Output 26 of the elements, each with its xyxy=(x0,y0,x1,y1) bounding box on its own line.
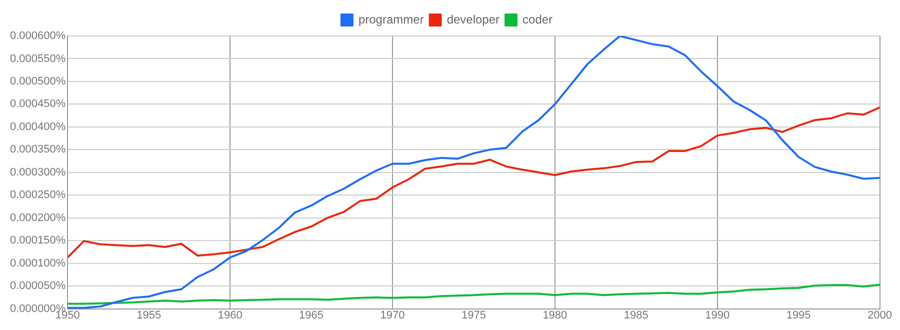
legend-label: developer xyxy=(446,12,500,26)
x-tick-label: 1985 xyxy=(624,309,648,322)
y-tick-label: 0.000250% xyxy=(10,189,66,202)
y-tick-label: 0.000100% xyxy=(10,257,66,270)
x-tick-label: 1970 xyxy=(380,309,405,322)
y-tick-label: 0.000300% xyxy=(10,166,66,178)
x-tick-label: 2000 xyxy=(868,309,892,322)
x-tick-label: 1990 xyxy=(705,309,730,322)
y-tick-label: 0.000550% xyxy=(10,52,66,65)
y-tick-label: 0.000600% xyxy=(10,30,66,42)
x-tick-label: 1955 xyxy=(136,309,162,322)
y-tick-label: 0.000150% xyxy=(10,234,66,247)
y-tick-label: 0.000050% xyxy=(10,280,66,292)
legend-label: programmer xyxy=(358,12,424,26)
legend-label: coder xyxy=(522,12,553,26)
x-tick-label: 1965 xyxy=(299,309,324,322)
y-tick-label: 0.000450% xyxy=(10,98,66,110)
x-tick-label: 1980 xyxy=(542,309,568,322)
y-tick-label: 0.000400% xyxy=(10,120,66,133)
x-tick-label: 1995 xyxy=(786,309,811,322)
x-tick-label: 1975 xyxy=(461,309,486,322)
y-tick-label: 0.000200% xyxy=(10,212,66,224)
y-tick-label: 0.000500% xyxy=(10,76,66,88)
y-tick-label: 0.000350% xyxy=(10,144,66,156)
x-tick-label: 1950 xyxy=(55,309,80,322)
x-tick-label: 1960 xyxy=(218,309,242,322)
